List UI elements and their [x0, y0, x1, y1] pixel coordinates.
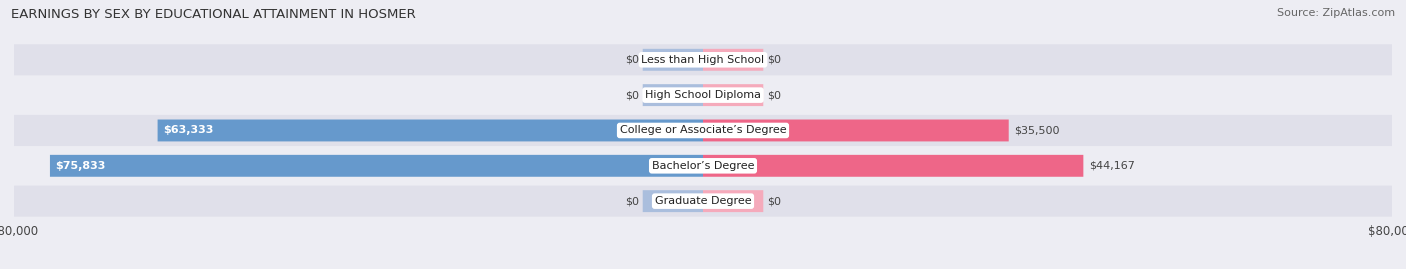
Text: $63,333: $63,333 — [163, 125, 214, 136]
Text: $0: $0 — [626, 55, 640, 65]
FancyBboxPatch shape — [703, 84, 763, 106]
Text: Bachelor’s Degree: Bachelor’s Degree — [652, 161, 754, 171]
Text: EARNINGS BY SEX BY EDUCATIONAL ATTAINMENT IN HOSMER: EARNINGS BY SEX BY EDUCATIONAL ATTAINMEN… — [11, 8, 416, 21]
Text: $44,167: $44,167 — [1088, 161, 1135, 171]
FancyBboxPatch shape — [643, 84, 703, 106]
Text: Source: ZipAtlas.com: Source: ZipAtlas.com — [1277, 8, 1395, 18]
FancyBboxPatch shape — [643, 49, 703, 71]
FancyBboxPatch shape — [703, 119, 1008, 141]
FancyBboxPatch shape — [643, 190, 703, 212]
FancyBboxPatch shape — [51, 155, 703, 177]
Text: Less than High School: Less than High School — [641, 55, 765, 65]
Text: $0: $0 — [766, 196, 780, 206]
Text: $0: $0 — [766, 55, 780, 65]
Text: High School Diploma: High School Diploma — [645, 90, 761, 100]
FancyBboxPatch shape — [703, 190, 763, 212]
FancyBboxPatch shape — [14, 186, 1392, 217]
FancyBboxPatch shape — [703, 49, 763, 71]
FancyBboxPatch shape — [14, 150, 1392, 181]
FancyBboxPatch shape — [703, 155, 1084, 177]
Text: College or Associate’s Degree: College or Associate’s Degree — [620, 125, 786, 136]
FancyBboxPatch shape — [14, 80, 1392, 111]
Text: $35,500: $35,500 — [1014, 125, 1060, 136]
FancyBboxPatch shape — [157, 119, 703, 141]
Text: $0: $0 — [766, 90, 780, 100]
FancyBboxPatch shape — [14, 44, 1392, 75]
Text: $75,833: $75,833 — [55, 161, 105, 171]
Text: $0: $0 — [626, 196, 640, 206]
FancyBboxPatch shape — [14, 115, 1392, 146]
Text: $0: $0 — [626, 90, 640, 100]
Text: Graduate Degree: Graduate Degree — [655, 196, 751, 206]
